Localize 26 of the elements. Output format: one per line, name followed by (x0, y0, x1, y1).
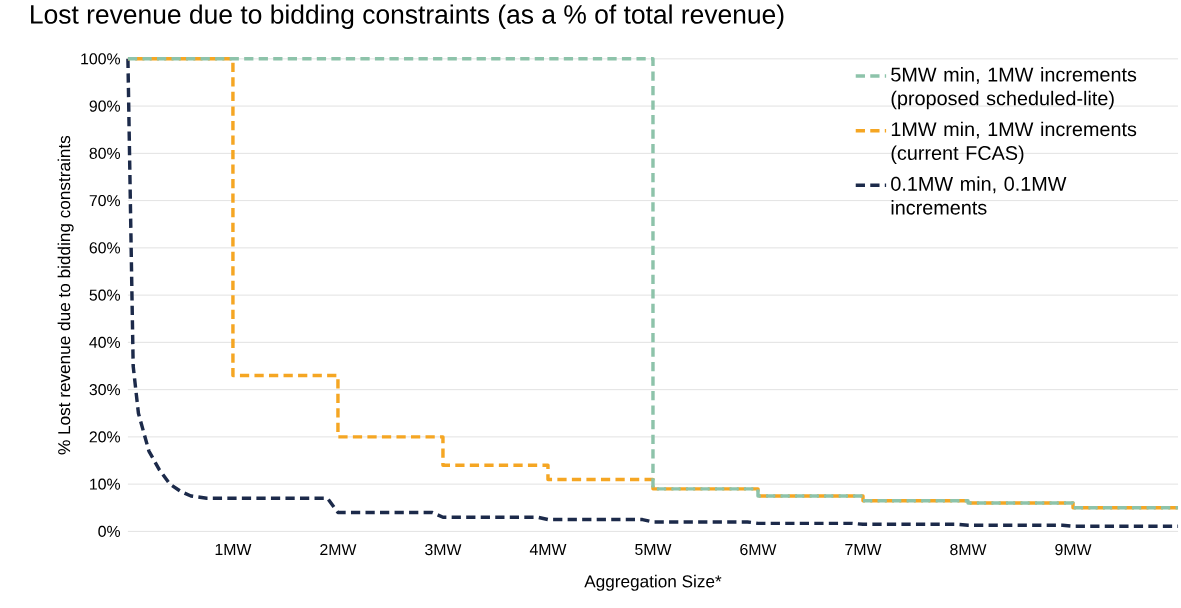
x-tick-label: 5MW (635, 544, 672, 556)
chart-title: Lost revenue due to bidding constraints (as a % of total revenue) (31, 4, 784, 30)
y-tick-label: 60% (89, 242, 121, 254)
x-tick-label: 2MW (320, 544, 357, 556)
y-tick-label: 80% (89, 147, 121, 160)
y-tick-label: 90% (89, 100, 121, 112)
y-axis-title: % Lost revenue due to bidding constraints (57, 136, 74, 455)
legend-label: 0.1MW min, 0.1MW increments (891, 176, 1067, 215)
y-tick-label: 70% (89, 195, 121, 207)
legend-label: 5MW min, 1MW increments (proposed scheduled-lite) (891, 67, 1137, 110)
x-tick-label: 3MW (425, 544, 462, 556)
y-tick-label: 100% (81, 53, 121, 65)
x-tick-label: 8MW (950, 544, 987, 556)
x-tick-label: 1MW (215, 544, 252, 556)
x-tick-label: 9MW (1055, 544, 1092, 556)
y-tick-label: 0% (98, 525, 121, 538)
y-tick-label: 30% (89, 384, 121, 396)
x-tick-label: 4MW (529, 544, 567, 556)
y-tick-label: 10% (90, 478, 121, 490)
x-tick-label: 6MW (740, 544, 777, 556)
x-tick-label: 7MW (845, 544, 882, 556)
legend-label: 1MW min, 1MW increments (current FCAS) (891, 121, 1137, 165)
y-tick-label: 50% (89, 289, 121, 301)
y-tick-label: 40% (89, 336, 121, 349)
x-axis-title: Aggregation Size* (584, 574, 722, 591)
y-tick-label: 20% (89, 431, 121, 443)
